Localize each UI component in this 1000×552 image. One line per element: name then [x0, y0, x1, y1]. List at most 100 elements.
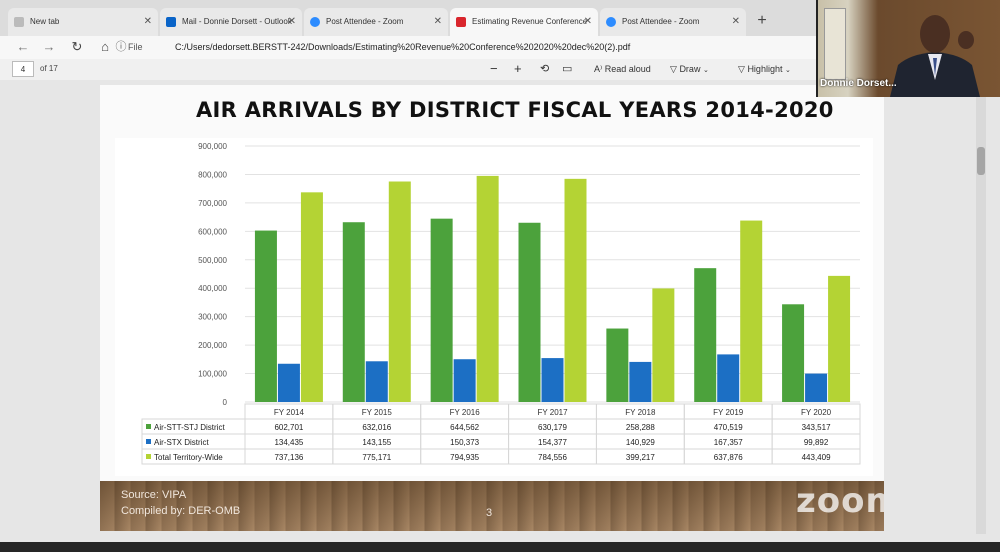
read-aloud-button[interactable]: A⁾ Read aloud: [594, 61, 651, 77]
bar: [629, 361, 652, 402]
close-icon[interactable]: ✕: [143, 16, 152, 27]
bar: [564, 178, 587, 402]
participant-name: Donnie Dorset...: [820, 78, 897, 89]
zoom-icon: [310, 17, 320, 27]
data-label: 443,409: [802, 453, 831, 462]
close-icon[interactable]: ✕: [731, 16, 740, 27]
bar: [476, 175, 499, 402]
close-icon[interactable]: ✕: [287, 16, 296, 27]
bar: [652, 288, 675, 402]
tab-label: Post Attendee - Zoom: [326, 17, 404, 26]
bar: [694, 268, 717, 402]
fit-page-icon[interactable]: ▭: [562, 63, 573, 75]
legend-swatch: [146, 454, 151, 459]
tab-label: Post Attendee - Zoom: [622, 17, 700, 26]
page-number-input[interactable]: 4: [12, 61, 34, 77]
tab-new-tab[interactable]: New tab ✕: [8, 8, 158, 36]
data-label: 470,519: [714, 423, 743, 432]
tab-label: New tab: [30, 17, 60, 26]
bar: [430, 218, 453, 402]
tab-pdf[interactable]: Estimating Revenue Conference ✕: [450, 8, 598, 36]
legend-label: Air-STT-STJ District: [154, 423, 225, 432]
webcam-video[interactable]: Donnie Dorset...: [816, 0, 1000, 97]
page-count: of 17: [40, 64, 58, 73]
y-tick-label: 400,000: [198, 284, 227, 293]
tab-zoom-1[interactable]: Post Attendee - Zoom ✕: [304, 8, 448, 36]
home-icon[interactable]: ⌂: [101, 39, 109, 54]
y-tick-label: 900,000: [198, 142, 227, 151]
x-tick-label: FY 2015: [362, 408, 393, 417]
scrollbar-thumb[interactable]: [977, 147, 985, 175]
slide-page-number: 3: [486, 507, 493, 519]
data-label: 644,562: [450, 423, 479, 432]
webcam-shelf: [824, 8, 846, 80]
legend-label: Total Territory-Wide: [154, 453, 223, 462]
slide-footer: Source: VIPA Compiled by: DER-OMB 3 zoom: [100, 481, 884, 531]
bar: [342, 222, 365, 402]
tab-zoom-2[interactable]: Post Attendee - Zoom ✕: [600, 8, 746, 36]
highlight-label: Highlight: [747, 64, 783, 74]
y-tick-label: 500,000: [198, 256, 227, 265]
close-icon[interactable]: ✕: [433, 16, 442, 27]
data-label: 167,357: [714, 438, 743, 447]
x-tick-label: FY 2016: [450, 408, 481, 417]
zoom-watermark: zoom: [796, 481, 884, 521]
y-tick-label: 700,000: [198, 199, 227, 208]
page-icon: [14, 17, 24, 27]
zoom-in-button[interactable]: +: [514, 61, 522, 76]
data-label: 602,701: [274, 423, 303, 432]
bar: [717, 354, 740, 402]
bar: [277, 363, 300, 402]
bar: [740, 220, 763, 402]
new-tab-button[interactable]: +: [757, 12, 767, 29]
chart-area: 0 100,000 200,000 300,000 400,000 500,000 600,…: [115, 138, 873, 476]
data-label: 794,935: [450, 453, 479, 462]
close-icon[interactable]: ✕: [583, 16, 592, 27]
source-note: Source: VIPA Compiled by: DER-OMB: [121, 487, 240, 519]
y-tick-label: 300,000: [198, 313, 227, 322]
slide-page: AIR ARRIVALS BY DISTRICT FISCAL YEARS 20…: [100, 85, 884, 531]
file-label: File: [128, 42, 143, 52]
bar: [254, 230, 277, 402]
legend-swatch: [146, 424, 151, 429]
tab-outlook[interactable]: Mail - Donnie Dorsett - Outlook ✕: [160, 8, 302, 36]
x-tick-label: FY 2020: [801, 408, 832, 417]
x-tick-label: FY 2017: [537, 408, 568, 417]
bar: [365, 361, 388, 402]
bar-chart: 0 100,000 200,000 300,000 400,000 500,000 600,…: [141, 142, 861, 465]
chevron-down-icon: ⌄: [702, 67, 709, 74]
zoom-out-button[interactable]: −: [490, 61, 498, 76]
data-label: 134,435: [274, 438, 303, 447]
x-tick-label: FY 2019: [713, 408, 744, 417]
highlight-button[interactable]: ▽ Highlight ⌄: [738, 61, 791, 79]
data-label: 784,556: [538, 453, 567, 462]
y-tick-label: 600,000: [198, 227, 227, 236]
url-field[interactable]: C:/Users/dedorsett.BERSTT-242/Downloads/…: [175, 42, 631, 52]
chevron-down-icon: ⌄: [784, 67, 791, 74]
bar: [606, 328, 629, 402]
forward-icon[interactable]: →: [42, 39, 56, 54]
bottom-bar: [0, 542, 1000, 552]
bar: [541, 358, 564, 402]
rotate-icon[interactable]: ⟲: [540, 63, 550, 75]
draw-icon: ▽: [670, 64, 677, 74]
info-icon[interactable]: ⓘ: [115, 41, 127, 53]
data-label: 150,373: [450, 438, 479, 447]
person-silhouette-icon: [890, 15, 980, 97]
refresh-icon[interactable]: ↻: [71, 39, 83, 54]
x-tick-label: FY 2014: [274, 408, 305, 417]
data-label: 99,892: [804, 438, 829, 447]
data-label: 737,136: [274, 453, 303, 462]
draw-button[interactable]: ▽ Draw ⌄: [670, 61, 709, 79]
data-label: 154,377: [538, 438, 567, 447]
data-label: 632,016: [362, 423, 391, 432]
y-tick-label: 800,000: [198, 170, 227, 179]
bar: [388, 181, 411, 402]
back-icon[interactable]: ←: [16, 39, 30, 54]
legend-swatch: [146, 439, 151, 444]
x-tick-label: FY 2018: [625, 408, 656, 417]
vertical-scrollbar[interactable]: [976, 85, 986, 534]
data-label: 637,876: [714, 453, 743, 462]
draw-label: Draw: [679, 64, 701, 74]
read-aloud-icon: A⁾: [594, 64, 603, 74]
